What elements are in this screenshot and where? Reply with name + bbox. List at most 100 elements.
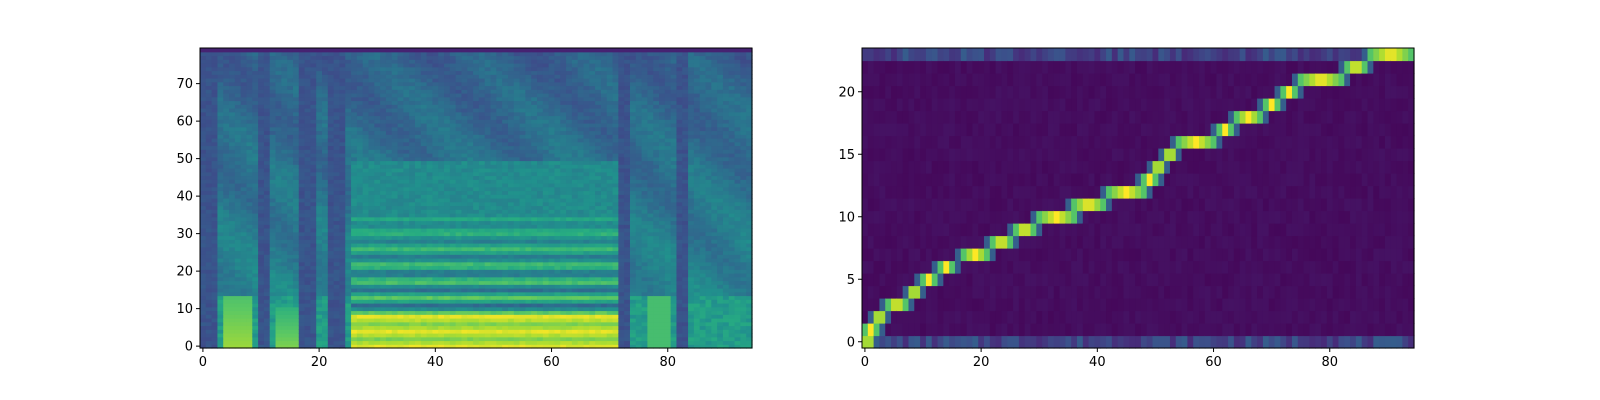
spectrogram-cell	[200, 145, 207, 150]
spectrogram-cell	[525, 205, 532, 210]
spectrogram-cell	[397, 141, 404, 147]
spectrogram-cell	[258, 201, 265, 207]
spectrogram-cell	[205, 55, 213, 60]
spectrogram-cell	[554, 96, 561, 102]
spectrogram-cell	[310, 198, 317, 203]
spectrogram-cell	[263, 265, 271, 270]
spectrogram-cell	[327, 175, 335, 180]
spectrogram-cell	[478, 284, 486, 289]
spectrogram-cell	[310, 325, 317, 330]
spectrogram-cell	[217, 243, 224, 248]
spectrogram-cell	[269, 284, 277, 289]
spectrogram-cell	[263, 276, 271, 282]
spectrogram-cell	[223, 220, 230, 225]
spectrogram-cell	[409, 149, 416, 154]
spectrogram-cell	[339, 198, 346, 203]
spectrogram-cell	[211, 310, 219, 315]
spectrogram-cell	[304, 261, 311, 267]
spectrogram-cell	[345, 280, 352, 285]
spectrogram-cell	[211, 186, 219, 192]
spectrogram-cell	[263, 59, 271, 64]
spectrogram-cell	[490, 100, 497, 105]
spectrogram-cell	[229, 280, 236, 285]
spectrogram-cell	[351, 228, 358, 233]
spectrogram-cell	[310, 55, 317, 60]
spectrogram-cell	[252, 74, 259, 79]
spectrogram-cell	[531, 276, 538, 282]
spectrogram-cell	[380, 254, 387, 259]
spectrogram-cell	[380, 216, 387, 222]
spectrogram-cell	[258, 59, 265, 64]
spectrogram-cell	[438, 280, 445, 285]
spectrogram-cell	[449, 70, 457, 75]
spectrogram-cell	[554, 201, 561, 207]
spectrogram-cell	[362, 284, 370, 289]
spectrogram-cell	[316, 280, 323, 285]
spectrogram-cell	[327, 164, 335, 169]
spectrogram-cell	[554, 130, 561, 135]
spectrogram-cell	[298, 216, 306, 222]
spectrogram-cell	[449, 134, 457, 139]
spectrogram-cell	[269, 175, 277, 180]
spectrogram-cell	[310, 89, 317, 94]
spectrogram-cell	[269, 126, 277, 132]
spectrogram-cell	[223, 179, 230, 184]
spectrogram-cell	[525, 74, 532, 79]
spectrogram-cell	[229, 100, 236, 105]
spectrogram-cell	[240, 261, 248, 267]
spectrogram-cell	[275, 93, 282, 98]
spectrogram-cell	[339, 299, 346, 304]
spectrogram-cell	[473, 340, 480, 345]
spectrogram-cell	[537, 134, 544, 139]
spectrogram-cell	[316, 164, 323, 169]
spectrogram-cell	[374, 228, 381, 233]
spectrogram-cell	[269, 93, 277, 98]
spectrogram-cell	[409, 119, 416, 124]
spectrogram-cell	[438, 314, 445, 319]
spectrogram-cell	[200, 269, 207, 274]
spectrogram-cell	[560, 258, 567, 263]
spectrogram-cell	[525, 303, 532, 308]
spectrogram-cell	[414, 239, 422, 244]
spectrogram-cell	[246, 224, 253, 229]
spectrogram-cell	[351, 318, 358, 323]
spectrogram-cell	[287, 273, 294, 278]
spectrogram-cell	[432, 190, 439, 195]
spectrogram-cell	[205, 85, 213, 90]
spectrogram-cell	[292, 228, 300, 233]
spectrogram-cell	[473, 89, 480, 94]
spectrogram-cell	[322, 220, 329, 225]
spectrogram-cell	[205, 96, 213, 102]
spectrogram-cell	[548, 216, 556, 222]
spectrogram-cell	[310, 164, 317, 169]
spectrogram-cell	[432, 265, 439, 270]
spectrogram-cell	[234, 153, 242, 158]
spectrogram-cell	[490, 48, 497, 53]
spectrogram-cell	[304, 250, 311, 255]
spectrogram-cell	[525, 168, 532, 173]
spectrogram-cell	[496, 213, 503, 218]
spectrogram-cell	[368, 108, 375, 113]
spectrogram-cell	[240, 220, 248, 225]
spectrogram-cell	[502, 149, 509, 154]
spectrogram-cell	[432, 183, 439, 188]
spectrogram-cell	[473, 201, 480, 207]
spectrogram-cell	[258, 254, 265, 259]
spectrogram-cell	[287, 235, 294, 240]
spectrogram-cell	[455, 89, 463, 94]
spectrogram-cell	[246, 344, 253, 349]
spectrogram-cell	[211, 194, 219, 199]
spectrogram-cell	[292, 93, 300, 98]
spectrogram-cell	[374, 78, 381, 83]
spectrogram-cell	[356, 220, 364, 225]
spectrogram-cell	[467, 141, 474, 147]
spectrogram-cell	[478, 51, 486, 57]
spectrogram-cell	[316, 149, 323, 154]
spectrogram-cell	[455, 96, 463, 102]
spectrogram-cell	[484, 250, 492, 255]
spectrogram-cell	[449, 183, 457, 188]
spectrogram-cell	[554, 209, 561, 214]
spectrogram-cell	[519, 130, 526, 135]
spectrogram-cell	[414, 288, 422, 293]
spectrogram-cell	[496, 333, 503, 338]
